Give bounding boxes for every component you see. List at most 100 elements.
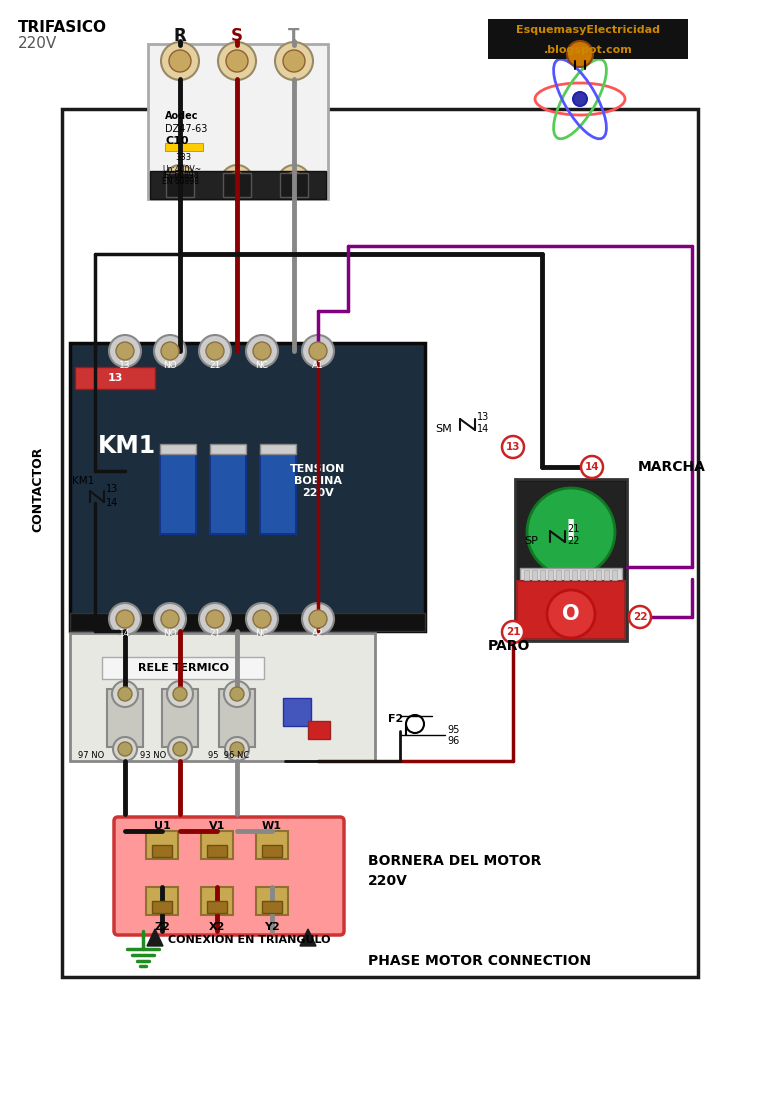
- Circle shape: [169, 50, 191, 72]
- Text: U1: U1: [154, 821, 170, 831]
- Text: 22: 22: [633, 612, 648, 622]
- Text: S: S: [231, 27, 243, 45]
- Bar: [160, 444, 196, 454]
- Bar: [160, 452, 196, 535]
- Circle shape: [154, 603, 186, 635]
- Bar: [201, 887, 233, 915]
- Circle shape: [246, 603, 278, 635]
- Text: PHASE MOTOR CONNECTION: PHASE MOTOR CONNECTION: [368, 954, 591, 968]
- Circle shape: [167, 681, 193, 708]
- Bar: [146, 831, 178, 859]
- Bar: [70, 343, 425, 631]
- Circle shape: [154, 335, 186, 367]
- Bar: [152, 845, 172, 857]
- Circle shape: [199, 603, 231, 635]
- Bar: [604, 570, 609, 580]
- Circle shape: [116, 610, 134, 628]
- Text: 21: 21: [567, 523, 579, 535]
- Circle shape: [226, 50, 248, 72]
- Text: X2: X2: [209, 922, 225, 932]
- Bar: [488, 19, 688, 41]
- Text: PARO: PARO: [488, 639, 530, 653]
- Bar: [532, 570, 537, 580]
- Text: CONTACTOR: CONTACTOR: [31, 446, 45, 531]
- Circle shape: [218, 42, 256, 80]
- Polygon shape: [300, 929, 316, 946]
- Bar: [564, 570, 569, 580]
- Text: Z2: Z2: [154, 922, 170, 932]
- Circle shape: [171, 172, 189, 190]
- Circle shape: [206, 342, 224, 360]
- Circle shape: [309, 610, 327, 628]
- Bar: [548, 570, 553, 580]
- Bar: [75, 367, 155, 389]
- Circle shape: [116, 342, 134, 360]
- Text: 21: 21: [209, 630, 220, 639]
- Bar: [152, 901, 172, 913]
- Circle shape: [502, 436, 524, 458]
- Circle shape: [230, 742, 244, 756]
- Bar: [260, 444, 296, 454]
- Circle shape: [224, 681, 250, 708]
- Circle shape: [206, 610, 224, 628]
- Bar: [201, 831, 233, 859]
- Text: 220V: 220V: [368, 874, 408, 888]
- Circle shape: [309, 342, 327, 360]
- Bar: [165, 143, 203, 151]
- Bar: [210, 452, 246, 535]
- Text: IEC60898: IEC60898: [162, 171, 198, 180]
- Circle shape: [118, 686, 132, 701]
- Circle shape: [164, 165, 196, 197]
- Bar: [540, 570, 545, 580]
- Bar: [107, 689, 143, 747]
- Bar: [596, 570, 601, 580]
- Bar: [207, 901, 227, 913]
- Circle shape: [161, 42, 199, 80]
- Text: Un:400V~: Un:400V~: [162, 164, 201, 173]
- Circle shape: [246, 335, 278, 367]
- Text: A1: A1: [312, 362, 324, 370]
- Text: C10: C10: [165, 136, 188, 146]
- Text: .blogspot.com: .blogspot.com: [543, 45, 632, 55]
- Text: 14: 14: [584, 462, 600, 472]
- Text: 13: 13: [107, 373, 122, 383]
- Circle shape: [275, 42, 313, 80]
- Text: 21: 21: [209, 362, 220, 370]
- Text: NC: NC: [255, 630, 268, 639]
- Bar: [556, 570, 561, 580]
- Circle shape: [173, 686, 187, 701]
- Text: 21: 21: [505, 627, 521, 637]
- Text: KM1: KM1: [72, 476, 94, 486]
- Bar: [517, 482, 625, 582]
- Circle shape: [567, 41, 593, 67]
- Bar: [588, 570, 593, 580]
- Circle shape: [547, 590, 595, 638]
- Text: 220V: 220V: [18, 37, 57, 51]
- Circle shape: [109, 335, 141, 367]
- Text: 95: 95: [447, 725, 459, 735]
- Text: SM: SM: [435, 424, 451, 434]
- Text: NC: NC: [255, 362, 268, 370]
- Circle shape: [113, 737, 137, 761]
- Circle shape: [278, 165, 310, 197]
- Text: I: I: [566, 518, 576, 546]
- Text: W1: W1: [262, 821, 282, 831]
- Bar: [515, 479, 627, 641]
- Bar: [223, 173, 251, 197]
- Text: BORNERA DEL MOTOR: BORNERA DEL MOTOR: [368, 854, 541, 868]
- Circle shape: [302, 603, 334, 635]
- Circle shape: [161, 610, 179, 628]
- Circle shape: [527, 488, 615, 576]
- Text: 13: 13: [505, 442, 521, 452]
- Bar: [262, 845, 282, 857]
- Bar: [572, 570, 577, 580]
- Bar: [148, 44, 328, 199]
- Circle shape: [225, 737, 249, 761]
- Text: 95  96 NC: 95 96 NC: [208, 751, 249, 760]
- Text: 93 NO: 93 NO: [140, 751, 166, 760]
- Circle shape: [173, 742, 187, 756]
- Circle shape: [228, 172, 246, 190]
- Bar: [280, 173, 308, 197]
- Text: 13: 13: [119, 362, 131, 370]
- Bar: [210, 444, 246, 454]
